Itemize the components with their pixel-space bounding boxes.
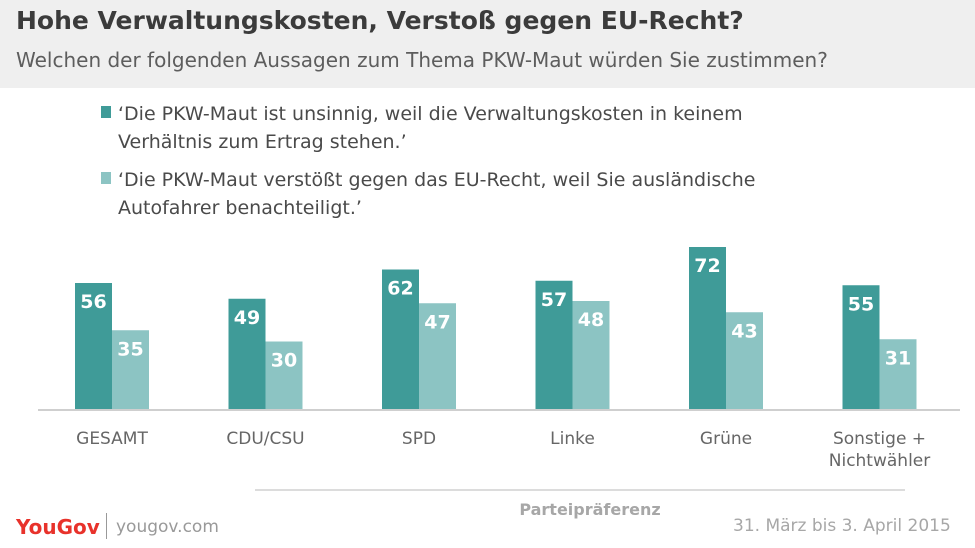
x-category-label-1: CDU/CSU — [226, 429, 304, 449]
legend-label-series-1: ‘Die PKW-Maut ist unsinnig, weil die Ver… — [118, 103, 743, 153]
bar-series2-3 — [572, 301, 610, 409]
bar-series1-3 — [535, 280, 573, 409]
survey-date: 31. März bis 3. April 2015 — [733, 516, 951, 536]
data-label-series1-2: 62 — [387, 278, 413, 300]
x-axis-title-rule — [255, 489, 905, 491]
data-label-series2-3: 48 — [578, 309, 604, 331]
data-label-series1-0: 56 — [80, 291, 106, 313]
x-category-label-5: Sonstige + Nichtwähler — [829, 429, 931, 471]
x-axis-title: Parteipräferenz — [519, 500, 661, 519]
data-label-series1-4: 72 — [694, 255, 720, 277]
bar-series2-5 — [879, 339, 917, 409]
site-link[interactable]: yougov.com — [116, 517, 219, 537]
data-label-series2-0: 35 — [117, 338, 143, 360]
bar-series2-0 — [112, 330, 149, 409]
data-label-series2-1: 30 — [271, 350, 297, 372]
data-label-series1-3: 57 — [541, 289, 567, 311]
bar-series1-2 — [382, 269, 419, 409]
legend-label-series-2: ‘Die PKW-Maut verstößt gegen das EU-Rech… — [118, 169, 756, 219]
yougov-logo: YouGov — [16, 515, 100, 539]
bar-series1-0 — [75, 283, 112, 409]
bar-series2-2 — [419, 303, 456, 409]
data-label-series2-5: 31 — [885, 347, 911, 369]
x-category-label-4: Grüne — [700, 429, 752, 449]
x-category-label-0: GESAMT — [76, 429, 148, 449]
logo-divider — [106, 513, 107, 539]
data-label-series1-1: 49 — [234, 307, 260, 329]
bar-series2-1 — [265, 341, 303, 409]
bar-series1-5 — [842, 285, 880, 409]
data-label-series2-2: 47 — [424, 311, 450, 333]
legend-swatch-series-1 — [101, 106, 111, 118]
header-band: Hohe Verwaltungskosten, Verstoß gegen EU… — [0, 0, 975, 88]
chart-subtitle: Welchen der folgenden Aussagen zum Thema… — [16, 48, 828, 72]
x-category-label-3: Linke — [550, 429, 595, 449]
bar-series2-4 — [726, 312, 763, 409]
x-category-label-2: SPD — [402, 429, 436, 449]
chart-title: Hohe Verwaltungskosten, Verstoß gegen EU… — [16, 6, 744, 35]
legend-swatch-series-2 — [101, 172, 111, 184]
bar-series1-4 — [689, 247, 726, 409]
bar-series1-1 — [228, 298, 266, 409]
data-label-series2-4: 43 — [731, 320, 757, 342]
data-label-series1-5: 55 — [848, 293, 874, 315]
